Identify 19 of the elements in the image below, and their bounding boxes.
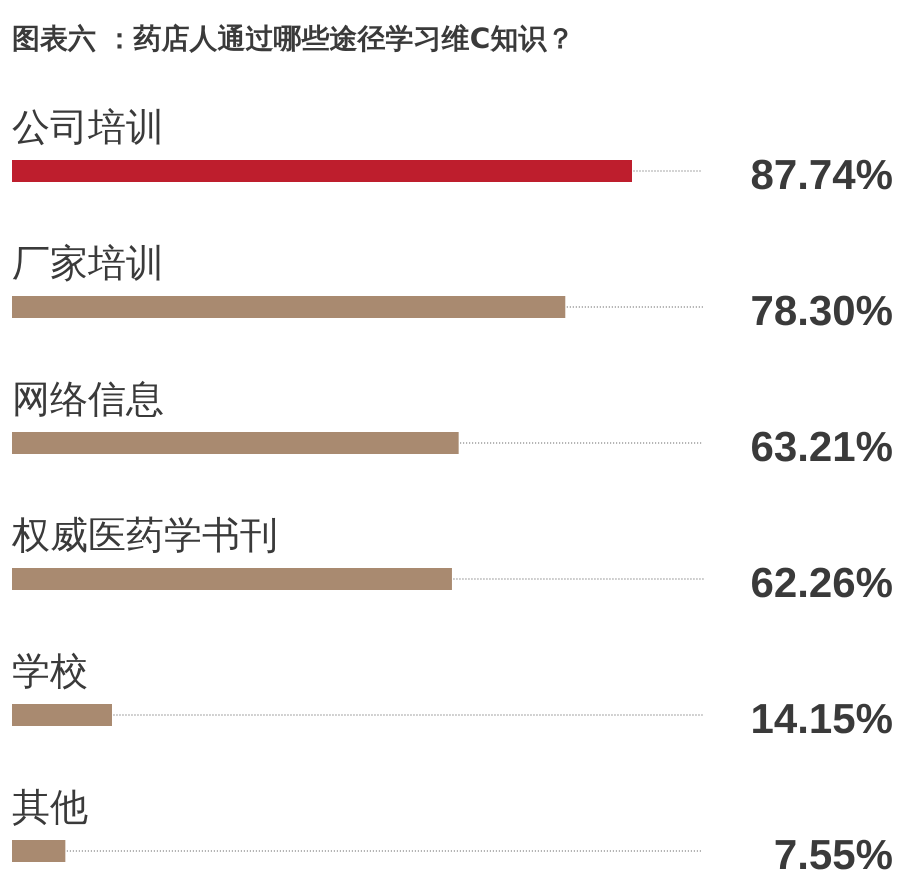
bar (12, 568, 452, 590)
data-label: 63.21% (750, 423, 893, 470)
bar (12, 840, 66, 862)
data-label: 62.26% (750, 559, 893, 606)
y-tick-label: 网络信息 (12, 377, 164, 421)
data-label: 14.15% (750, 695, 893, 742)
data-label: 78.30% (750, 287, 893, 334)
y-tick-label: 其他 (12, 785, 88, 829)
data-label: 87.74% (750, 151, 893, 198)
bar (12, 704, 112, 726)
bar (12, 432, 459, 454)
chart-title: 图表六 ：药店人通过哪些途径学习维C知识？ (12, 22, 574, 55)
y-tick-label: 公司培训 (12, 105, 164, 149)
y-tick-label: 权威医药学书刊 (11, 513, 278, 557)
y-tick-label: 学校 (12, 649, 88, 693)
y-tick-label: 厂家培训 (12, 241, 164, 285)
data-label: 7.55% (774, 831, 893, 878)
bar (12, 296, 566, 318)
bar (12, 160, 632, 182)
